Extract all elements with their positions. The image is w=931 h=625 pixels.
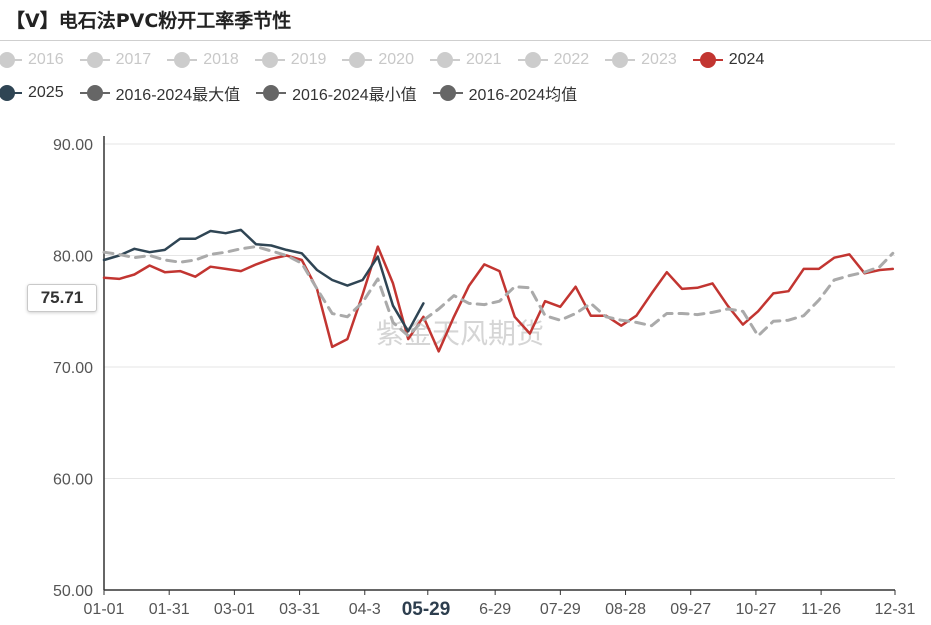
legend-item-2016-2024最大值[interactable]: 2016-2024最大值	[79, 81, 241, 105]
legend-marker-icon	[0, 52, 22, 68]
legend-item-2016-2024最小值[interactable]: 2016-2024最小值	[256, 81, 417, 105]
legend-label: 2016-2024最小值	[292, 87, 417, 104]
legend-item-2020[interactable]: 2020	[342, 51, 414, 69]
legend-label: 2016-2024均值	[468, 87, 578, 104]
x-tick-label: 01-31	[149, 601, 190, 618]
x-tick-label: 09-27	[670, 601, 711, 618]
legend-label: 2018	[203, 51, 239, 68]
x-tick-label: 03-01	[214, 601, 255, 618]
legend-marker-icon	[342, 52, 373, 68]
legend-item-2022[interactable]: 2022	[517, 51, 590, 69]
chart-title: 【V】电石法PVC粉开工率季节性	[6, 10, 292, 32]
legend-label: 2025	[28, 84, 64, 101]
legend-marker-icon	[429, 52, 460, 68]
legend-marker-icon	[605, 52, 636, 68]
legend-item-2024[interactable]: 2024	[692, 51, 765, 69]
x-tick-label: 01-01	[84, 601, 125, 618]
series-line-2024	[102, 245, 895, 353]
legend-item-2016[interactable]: 2016	[0, 51, 64, 69]
legend-label: 2017	[115, 51, 152, 68]
legend-label: 2024	[728, 51, 765, 68]
y-tick-label: 60.00	[53, 472, 93, 489]
x-tick-label: 6-29	[479, 601, 511, 618]
legend-item-2017[interactable]: 2017	[79, 51, 152, 69]
x-tick-label: 03-31	[279, 601, 320, 618]
x-tick-label: 10-27	[735, 601, 776, 618]
legend-label: 2016-2024最大值	[115, 87, 241, 104]
x-tick-label: 07-29	[540, 601, 581, 618]
series-line-2025	[102, 228, 425, 333]
legend-label: 2019	[290, 51, 327, 68]
x-tick-label: 12-31	[875, 601, 916, 618]
legend-item-2023[interactable]: 2023	[605, 51, 677, 69]
legend-marker-icon	[254, 52, 285, 68]
title-divider	[0, 40, 931, 41]
y-tick-label: 50.00	[53, 583, 93, 600]
x-tick-label: 04-3	[349, 601, 381, 618]
legend-label: 2022	[553, 51, 590, 68]
legend-marker-icon	[692, 52, 723, 68]
legend-marker-icon	[517, 52, 548, 68]
legend-item-2021[interactable]: 2021	[429, 51, 502, 69]
legend-marker-icon	[79, 85, 110, 101]
series-line-2016-2024均值	[102, 245, 895, 338]
legend-marker-icon	[0, 85, 22, 101]
legend-row-2: 2025 2016-2024最大值 2016-2024最小值 2016-2024均值	[0, 81, 593, 105]
y-tick-label: 70.00	[53, 360, 93, 377]
legend-label: 2020	[378, 51, 414, 68]
legend-row-1: 2016 2017 2018 2019 2020 2021 2022 2023 2024	[0, 48, 780, 72]
legend-label: 2023	[641, 51, 677, 68]
legend-item-2019[interactable]: 2019	[254, 51, 327, 69]
legend-item-2016-2024均值[interactable]: 2016-2024均值	[432, 81, 578, 105]
x-tick-label: 11-26	[801, 601, 841, 618]
legend-marker-icon	[79, 52, 110, 68]
legend-marker-icon	[167, 52, 198, 68]
legend-marker-icon	[256, 85, 287, 101]
y-tick-label: 80.00	[53, 249, 93, 266]
legend-item-2025[interactable]: 2025	[0, 84, 64, 102]
legend-item-2018[interactable]: 2018	[167, 51, 239, 69]
y-pointer-value: 75.71	[27, 284, 97, 312]
legend-label: 2016	[28, 51, 64, 68]
legend-marker-icon	[432, 85, 463, 101]
x-pointer-value: 05-29	[386, 596, 466, 624]
legend-label: 2021	[465, 51, 502, 68]
y-tick-label: 90.00	[53, 137, 93, 154]
x-tick-label: 08-28	[605, 601, 646, 618]
